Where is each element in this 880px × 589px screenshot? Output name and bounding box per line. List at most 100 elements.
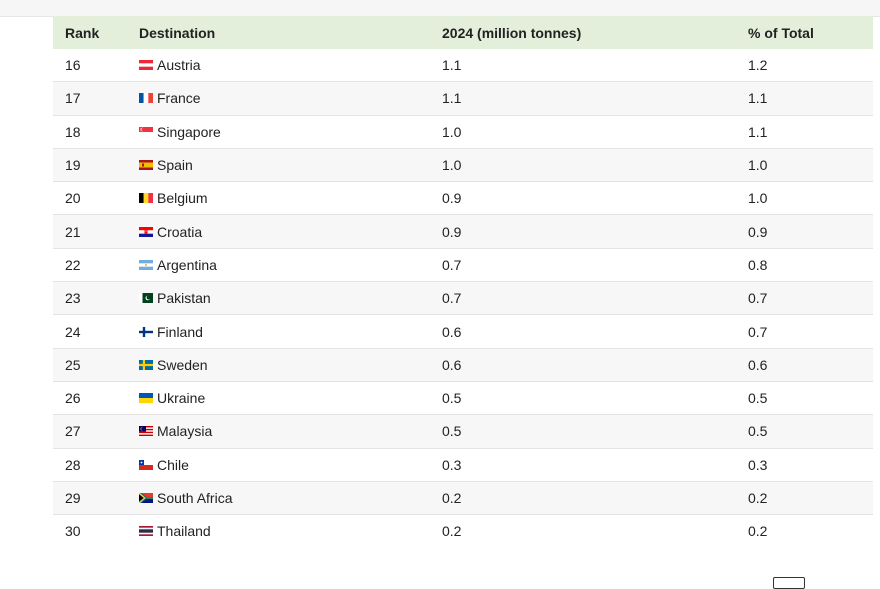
- destination-name: Singapore: [157, 123, 221, 140]
- share-cell: 1.2: [736, 49, 873, 83]
- destination-wrap: Chile: [139, 457, 430, 473]
- destination-name: Thailand: [157, 523, 211, 540]
- rank-cell: 20: [53, 181, 127, 216]
- value-cell: 0.3: [430, 448, 736, 482]
- value-cell: 1.1: [430, 81, 736, 116]
- destination-cell: Argentina: [127, 248, 430, 283]
- rank-cell: 21: [53, 214, 127, 249]
- rank-cell: 17: [53, 81, 127, 116]
- value-cell: 0.7: [430, 248, 736, 283]
- destination-name: Pakistan: [157, 290, 211, 307]
- table-header: Rank Destination 2024 (million tonnes) %…: [53, 16, 873, 49]
- share-cell: 0.2: [748, 523, 768, 540]
- destination-name: Spain: [157, 157, 193, 174]
- table-row: 24 Finland 0.6 0.7: [53, 314, 873, 349]
- argentina-flag-icon: [139, 259, 153, 270]
- ukraine-flag-icon: [139, 393, 153, 404]
- singapore-flag-icon: [139, 126, 153, 137]
- table-row: 25 Sweden 0.6 0.6: [53, 348, 873, 382]
- destination-wrap: South Africa: [139, 490, 430, 506]
- destination-cell: Chile: [127, 448, 430, 482]
- destination-cell: Spain: [127, 148, 430, 183]
- chile-flag-icon: [139, 459, 153, 470]
- share-cell: 0.2: [736, 481, 873, 516]
- destination-name: Sweden: [157, 356, 208, 373]
- value-cell: 0.6: [430, 348, 736, 382]
- destination-wrap: Finland: [139, 324, 430, 340]
- column-header-destination: Destination: [127, 16, 430, 49]
- destination-wrap: Malaysia: [139, 423, 430, 439]
- rank-cell: 27: [53, 414, 127, 449]
- rank-cell: 25: [53, 348, 127, 382]
- partial-control[interactable]: [773, 577, 805, 589]
- spain-flag-icon: [139, 160, 153, 171]
- value-cell: 0.2: [442, 523, 462, 540]
- value-cell: 0.7: [430, 281, 736, 316]
- pakistan-flag-icon: [139, 293, 153, 304]
- value-cell: 0.9: [430, 214, 736, 249]
- destination-name: Ukraine: [157, 390, 206, 407]
- rank-cell: 16: [53, 49, 127, 83]
- share-cell: 1.1: [736, 115, 873, 149]
- table-row: 27 Malaysia 0.5 0.5: [53, 414, 873, 449]
- column-header-share: % of Total: [736, 16, 873, 49]
- destination-cell: Sweden: [127, 348, 430, 382]
- share-cell: 1.0: [736, 148, 873, 183]
- rank-cell: 30: [65, 523, 81, 540]
- table-row: 21 Croatia 0.9 0.9: [53, 214, 873, 249]
- table-row: 19 Spain 1.0 1.0: [53, 148, 873, 183]
- destination-wrap: France: [139, 90, 430, 106]
- value-cell: 1.0: [430, 148, 736, 183]
- share-cell: 0.8: [736, 248, 873, 283]
- table-row: 28 Chile 0.3 0.3: [53, 448, 873, 482]
- share-cell: 0.7: [736, 314, 873, 349]
- destination-name: Malaysia: [157, 423, 213, 440]
- south-africa-flag-icon: [139, 493, 153, 503]
- value-cell: 0.5: [430, 381, 736, 416]
- table-row: 29 South Africa 0.2 0.2: [53, 481, 873, 516]
- destination-cell: South Africa: [127, 481, 430, 516]
- share-cell: 0.7: [736, 281, 873, 316]
- share-cell: 0.9: [736, 214, 873, 249]
- share-cell: 0.5: [736, 381, 873, 416]
- page-top-strip: [0, 0, 880, 17]
- destination-cell: Belgium: [127, 181, 430, 216]
- destination-cell: Ukraine: [127, 381, 430, 416]
- belgium-flag-icon: [139, 193, 153, 204]
- croatia-flag-icon: [139, 226, 153, 237]
- value-cell: 0.6: [430, 314, 736, 349]
- destination-name: Austria: [157, 57, 201, 74]
- value-cell: 1.1: [430, 49, 736, 83]
- share-cell: 0.5: [736, 414, 873, 449]
- destination-wrap: Pakistan: [139, 290, 430, 306]
- share-cell: 0.3: [736, 448, 873, 482]
- austria-flag-icon: [139, 60, 153, 71]
- share-cell: 0.6: [736, 348, 873, 382]
- destination-name: Chile: [157, 456, 189, 473]
- table-body: 16 Austria 1.1 1.2 17 France 1.1 1.1 18 Singapore…: [53, 49, 873, 547]
- rank-cell: 26: [53, 381, 127, 416]
- table-row: 18 Singapore 1.0 1.1: [53, 115, 873, 149]
- destination-cell: Finland: [127, 314, 430, 349]
- rank-cell: 23: [53, 281, 127, 316]
- table-row: 17 France 1.1 1.1: [53, 81, 873, 116]
- destination-name: Finland: [157, 323, 203, 340]
- value-cell: 0.9: [430, 181, 736, 216]
- destination-name: Argentina: [157, 256, 217, 273]
- thailand-flag-icon: [139, 526, 153, 537]
- share-cell: 1.1: [736, 81, 873, 116]
- destination-cell: Malaysia: [127, 414, 430, 449]
- value-cell: 0.5: [430, 414, 736, 449]
- destination-cell: Croatia: [127, 214, 430, 249]
- table-row: 30 Thailand 0.2 0.2: [53, 515, 873, 548]
- table-row: 23 Pakistan 0.7 0.7: [53, 281, 873, 316]
- destination-name: South Africa: [157, 490, 233, 506]
- table-row: 26 Ukraine 0.5 0.5: [53, 381, 873, 416]
- destination-cell: Thailand: [127, 515, 430, 548]
- table-row: 20 Belgium 0.9 1.0: [53, 181, 873, 216]
- destination-cell: Pakistan: [127, 281, 430, 316]
- finland-flag-icon: [139, 326, 153, 337]
- destination-name: France: [157, 90, 201, 107]
- france-flag-icon: [139, 93, 153, 104]
- destination-wrap: Argentina: [139, 257, 430, 273]
